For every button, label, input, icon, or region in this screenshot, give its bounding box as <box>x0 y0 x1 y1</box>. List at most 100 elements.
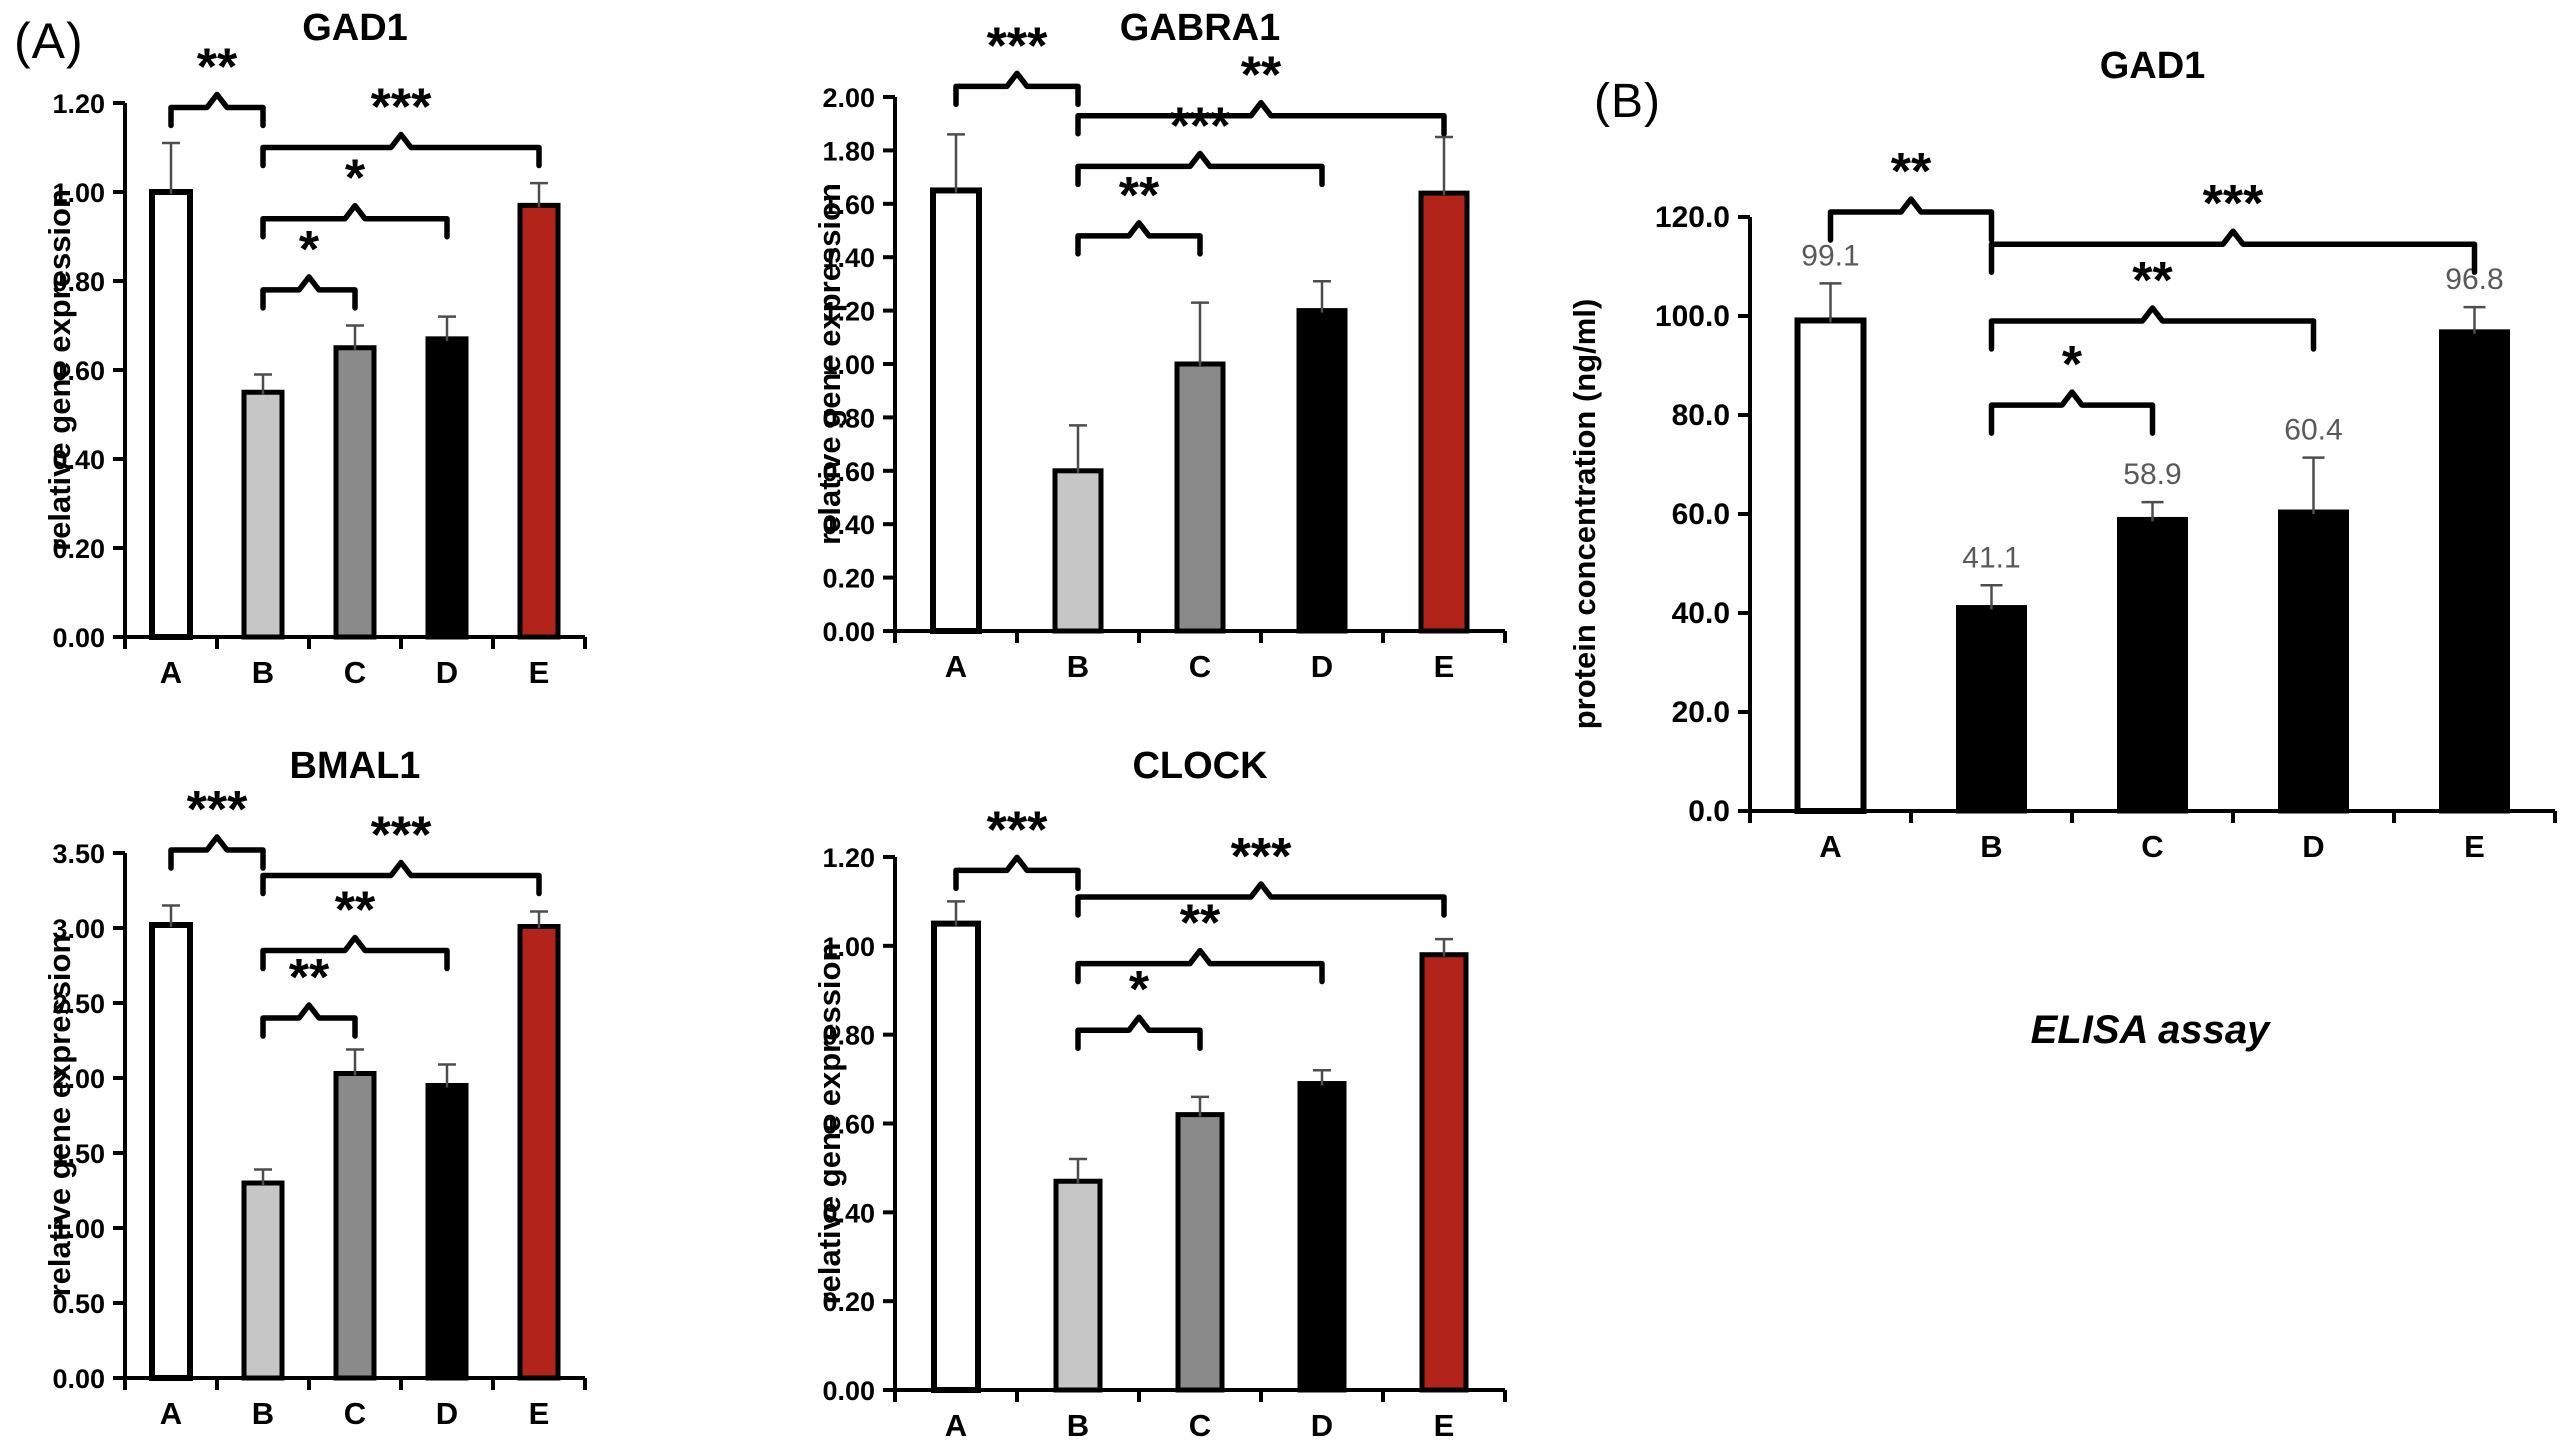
x-category-label-C: C <box>344 655 366 690</box>
bar-gabra1_gene-E <box>1418 190 1470 634</box>
y-tick-label: 60.0 <box>1672 498 1730 531</box>
chart-gad1-gene-expression: GAD1 relative gene expression 0.00 0.20 0.40… <box>40 0 620 735</box>
y-tick-label: 1.20 <box>52 89 105 119</box>
x-category-label-D: D <box>1311 1408 1333 1443</box>
y-tick-label: 1.40 <box>822 243 875 273</box>
chart-gad1-protein-elisa: GAD1 protein concentration (ng/ml) 0.0 20.0… <box>1540 20 2560 1095</box>
sig-bracket-B-E <box>260 131 542 169</box>
sig-bracket-B-C <box>260 1002 358 1039</box>
bar-bmal1_gene-A <box>149 922 193 1381</box>
sig-stars-B-E: *** <box>2203 175 2264 233</box>
sig-stars-A-B: ** <box>1891 143 1932 201</box>
x-category-label-D: D <box>1311 649 1333 684</box>
y-tick-label: 3.00 <box>52 914 105 944</box>
y-tick-label: 1.20 <box>822 843 875 873</box>
bar-gad1_gene-B <box>241 389 285 640</box>
sig-bracket-B-E <box>1988 228 2478 275</box>
sig-stars-A-B: *** <box>987 17 1048 75</box>
bar-clock_gene-C <box>1175 1112 1225 1393</box>
chart-svg-gad1_protein: GAD1 protein concentration (ng/ml) 0.0 20.0… <box>1567 45 2557 864</box>
sig-stars-B-C: * <box>2062 336 2083 394</box>
x-category-label-B: B <box>1067 649 1089 684</box>
y-tick-label: 1.00 <box>822 932 875 962</box>
x-category-label-D: D <box>436 1396 458 1431</box>
y-tick-label: 1.00 <box>822 350 875 380</box>
chart-svg-clock_gene: CLOCK relative gene expression 0.00 0.20 0.4… <box>812 745 1507 1443</box>
chart-svg-gad1_gene: GAD1 relative gene expression 0.00 0.20 0.40… <box>42 7 587 690</box>
y-tick-label: 1.00 <box>52 178 105 208</box>
x-category-label-C: C <box>1189 1408 1211 1443</box>
bar-gad1_gene-E <box>517 202 561 640</box>
sig-stars-B-D: ** <box>1180 895 1221 953</box>
y-tick-label: 3.50 <box>52 839 105 869</box>
x-category-label-B: B <box>1980 829 2002 864</box>
x-category-label-C: C <box>1189 649 1211 684</box>
y-tick-label: 0.60 <box>822 457 875 487</box>
x-category-label-D: D <box>436 655 458 690</box>
sig-stars-B-E: *** <box>1231 828 1292 886</box>
bar-gad1_protein-E <box>2439 329 2510 814</box>
sig-stars-B-C: * <box>1129 961 1150 1019</box>
y-tick-label: 80.0 <box>1672 399 1730 432</box>
elisa-assay-caption: ELISA assay <box>2030 1008 2270 1052</box>
sig-bracket-A-B <box>1827 196 1995 243</box>
sig-stars-B-E: *** <box>371 807 432 865</box>
chart-gabra1-gene-expression: GABRA1 relative gene expression 0.00 0.20 0.… <box>760 0 1570 735</box>
x-category-label-B: B <box>252 655 274 690</box>
y-tick-label: 0.80 <box>822 403 875 433</box>
sig-bracket-B-D <box>260 934 450 972</box>
bar-clock_gene-B <box>1053 1178 1103 1393</box>
bar-bmal1_gene-C <box>333 1071 377 1381</box>
sig-bracket-B-C <box>260 274 358 311</box>
bar-gad1_protein-D <box>2278 509 2349 814</box>
sig-bracket-B-D <box>260 202 450 240</box>
bar-gabra1_gene-A <box>930 187 982 634</box>
y-tick-label: 0.60 <box>822 1110 875 1140</box>
y-tick-label: 0.60 <box>52 356 105 386</box>
bar-gad1_gene-C <box>333 345 377 640</box>
bar-bmal1_gene-B <box>241 1180 285 1381</box>
panel-a-label: (A) <box>14 13 84 69</box>
sig-bracket-B-C <box>1988 389 2156 436</box>
sig-bracket-A-B <box>168 834 266 871</box>
x-category-label-E: E <box>1434 1408 1455 1443</box>
sig-bracket-A-B <box>168 91 266 129</box>
bar-bmal1_gene-D <box>425 1083 469 1381</box>
x-category-label-A: A <box>1819 829 1841 864</box>
bar-value-label-B: 41.1 <box>1962 541 2020 574</box>
chart-title-bmal1_gene: BMAL1 <box>290 745 421 787</box>
sig-bracket-B-C <box>1075 1014 1203 1051</box>
sig-bracket-B-D <box>1988 305 2317 352</box>
x-category-label-A: A <box>160 1396 182 1431</box>
sig-stars-B-D: * <box>345 150 366 208</box>
sig-stars-B-D: *** <box>1170 97 1231 155</box>
sig-stars-B-E: *** <box>371 79 432 137</box>
bar-value-label-A: 99.1 <box>1801 239 1859 272</box>
y-tick-label: 0.80 <box>52 267 105 297</box>
chart-title-gabra1_gene: GABRA1 <box>1120 7 1280 49</box>
sig-bracket-A-B <box>953 854 1081 892</box>
chart-clock-gene-expression: CLOCK relative gene expression 0.00 0.20 0.4… <box>760 733 1570 1446</box>
bar-gabra1_gene-C <box>1174 361 1226 634</box>
x-category-label-C: C <box>2141 829 2163 864</box>
x-category-label-E: E <box>529 1396 550 1431</box>
bar-clock_gene-E <box>1419 952 1469 1393</box>
bar-clock_gene-D <box>1297 1081 1347 1393</box>
x-category-label-B: B <box>252 1396 274 1431</box>
y-axis-label: relative gene expression <box>42 189 77 551</box>
y-tick-label: 1.80 <box>822 136 875 166</box>
y-tick-label: 0.40 <box>822 1198 875 1228</box>
sig-stars-A-B: *** <box>187 781 248 839</box>
y-tick-label: 120.0 <box>1655 201 1730 234</box>
sig-stars-B-C: ** <box>1119 167 1160 225</box>
sig-bracket-B-D <box>1075 947 1325 985</box>
chart-bmal1-gene-expression: BMAL1 relative gene expression 0.00 0.50 1.0… <box>40 733 620 1446</box>
bar-gabra1_gene-D <box>1296 308 1348 634</box>
bar-gad1_gene-D <box>425 336 469 640</box>
sig-bracket-B-E <box>1075 881 1447 918</box>
x-category-label-B: B <box>1067 1408 1089 1443</box>
chart-svg-bmal1_gene: BMAL1 relative gene expression 0.00 0.50 1.0… <box>42 745 587 1431</box>
chart-svg-gabra1_gene: GABRA1 relative gene expression 0.00 0.20 0.… <box>812 7 1507 684</box>
bar-value-label-D: 60.4 <box>2284 414 2342 447</box>
